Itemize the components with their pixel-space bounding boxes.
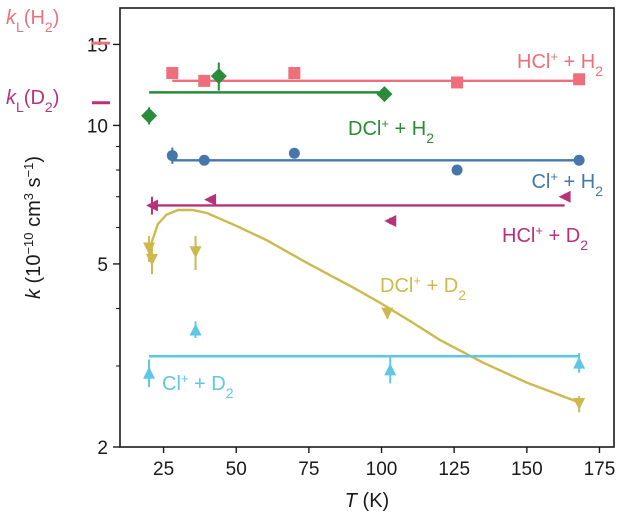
series-label: Cl+ + H2	[531, 169, 603, 200]
series-label: DCl+ + D2	[380, 273, 466, 304]
data-point-triangle-up	[573, 356, 586, 369]
x-tick-label: 25	[153, 459, 174, 480]
y-tick-label: 10	[87, 116, 108, 137]
series-label: DCl+ + H2	[348, 116, 434, 147]
x-tick-label: 125	[438, 459, 470, 480]
series-group	[143, 208, 586, 413]
data-point-triangle-up	[143, 366, 156, 379]
reference-level-label: kL(D2)	[6, 87, 59, 115]
data-point-triangle-down	[573, 398, 586, 411]
x-tick-label: 50	[226, 459, 247, 480]
x-tick-label: 100	[366, 459, 398, 480]
data-point-square	[288, 67, 301, 80]
y-axis-title-text: k (10−10 cm3 s−1)	[21, 156, 46, 299]
data-point-diamond	[141, 107, 158, 124]
y-tick-label: 5	[97, 255, 108, 276]
series-fit-curve	[147, 208, 580, 404]
series-group	[166, 147, 585, 176]
series-group	[141, 62, 393, 125]
data-point-square	[573, 73, 586, 86]
data-point-triangle-down	[143, 242, 156, 255]
data-point-triangle-left	[204, 193, 217, 206]
data-point-diamond	[210, 68, 227, 85]
y-tick-label: 15	[87, 35, 108, 56]
data-point-diamond	[376, 86, 393, 103]
series-label: HCl+ + H2	[517, 49, 603, 80]
y-axis-title: k (10−10 cm3 s−1)	[21, 156, 46, 299]
data-point-circle	[451, 164, 463, 176]
data-point-triangle-left	[384, 214, 397, 227]
x-axis-title: T (K)	[345, 490, 389, 512]
series-group	[166, 67, 586, 89]
data-point-circle	[288, 147, 300, 159]
x-tick-label: 175	[584, 459, 616, 480]
series-label: Cl+ + D2	[162, 371, 234, 402]
data-point-circle	[166, 150, 178, 162]
x-tick-label: 150	[511, 459, 543, 480]
data-point-circle	[573, 154, 585, 166]
series-group	[143, 321, 586, 388]
data-point-square	[198, 74, 211, 87]
data-point-circle	[198, 154, 210, 166]
data-point-square	[166, 67, 179, 80]
data-point-triangle-left	[558, 190, 571, 203]
y-tick-label: 2	[97, 438, 108, 459]
data-point-triangle-down	[145, 253, 158, 266]
data-point-triangle-up	[189, 323, 202, 336]
data-point-triangle-down	[189, 246, 202, 259]
series-label: HCl+ + D2	[502, 223, 588, 254]
reference-level-label: kL(H2)	[6, 7, 59, 35]
x-tick-label: 75	[298, 459, 319, 480]
data-point-triangle-up	[384, 363, 397, 376]
data-point-triangle-left	[145, 199, 158, 212]
data-point-square	[451, 76, 464, 89]
data-point-triangle-down	[381, 307, 394, 320]
series-group	[145, 190, 571, 227]
